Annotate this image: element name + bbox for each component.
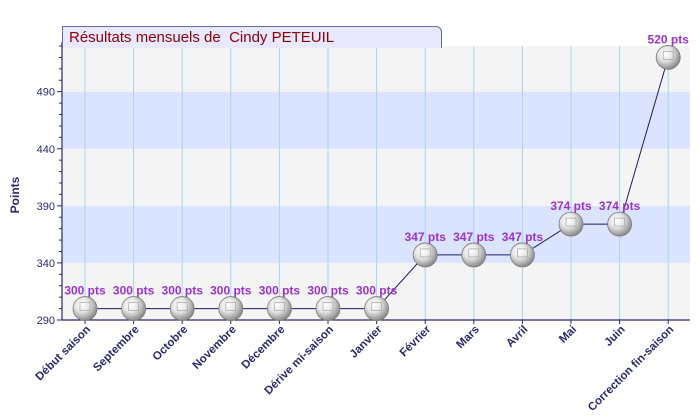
data-value-label: 300 pts [162, 284, 204, 298]
chart-title: Résultats mensuels de Cindy PETEUIL [69, 29, 335, 46]
data-point-marker [121, 296, 147, 321]
data-value-label: 300 pts [113, 284, 155, 298]
data-value-label: 300 pts [307, 284, 349, 298]
marker-emblem [79, 302, 91, 311]
x-tick-label: Mars [454, 324, 481, 351]
data-value-label: 347 pts [453, 230, 495, 244]
chart-title-box: Résultats mensuels de Cindy PETEUIL [62, 26, 442, 48]
x-tick-label: Décembre [240, 324, 288, 372]
background-band [62, 46, 690, 92]
data-point-marker [607, 211, 632, 237]
y-tick-label: 340 [37, 258, 55, 270]
marker-emblem [225, 302, 237, 311]
x-tick-label: Février [398, 323, 434, 359]
y-axis-label: Points [8, 176, 22, 214]
data-value-label: 300 pts [210, 284, 252, 298]
marker-emblem [614, 217, 625, 227]
marker-emblem [128, 302, 139, 311]
x-tick-label: Avril [504, 324, 530, 350]
data-point-marker [364, 296, 390, 321]
data-point-marker [315, 296, 341, 321]
data-value-label: 300 pts [356, 284, 398, 298]
data-point-marker [558, 211, 584, 237]
data-point-marker [412, 242, 438, 268]
data-value-label: 300 pts [64, 284, 106, 298]
marker-emblem [371, 302, 382, 311]
x-tick-label: Correction fin-saison [586, 324, 676, 414]
marker-emblem [419, 248, 431, 258]
x-tick-label: Novembre [191, 324, 239, 372]
data-point-marker [655, 45, 681, 70]
data-value-label: 347 pts [405, 230, 447, 244]
background-band [62, 91, 690, 149]
data-value-label: 347 pts [502, 230, 544, 244]
data-point-marker [510, 242, 535, 268]
data-point-marker [169, 296, 195, 321]
y-tick-label: 290 [37, 315, 55, 327]
x-tick-label: Juin [603, 324, 628, 349]
data-point-marker [266, 296, 292, 321]
data-point-marker [72, 296, 98, 321]
marker-emblem [565, 217, 577, 227]
x-tick-label: Début saison [34, 324, 94, 384]
marker-emblem [322, 302, 334, 311]
x-tick-label: Janvier [348, 323, 385, 360]
marker-emblem [468, 248, 480, 258]
data-value-label: 374 pts [550, 199, 592, 213]
y-tick-label: 490 [37, 87, 55, 99]
x-tick-label: Mai [557, 324, 579, 346]
data-value-label: 300 pts [259, 284, 301, 298]
marker-emblem [176, 302, 188, 311]
marker-emblem [274, 302, 285, 311]
x-tick-label: Septembre [91, 324, 142, 375]
data-point-marker [218, 296, 244, 321]
background-band [62, 205, 690, 263]
y-tick-label: 440 [37, 144, 55, 156]
background-band [62, 148, 690, 206]
data-value-label: 374 pts [599, 199, 641, 213]
y-tick-label: 390 [37, 201, 55, 213]
y-axis-label-wrap: Points [0, 175, 30, 215]
data-point-marker [461, 242, 487, 268]
data-value-label: 520 pts [648, 32, 690, 46]
marker-emblem [517, 248, 528, 258]
x-tick-label: Octobre [151, 324, 191, 364]
marker-emblem [662, 51, 674, 60]
